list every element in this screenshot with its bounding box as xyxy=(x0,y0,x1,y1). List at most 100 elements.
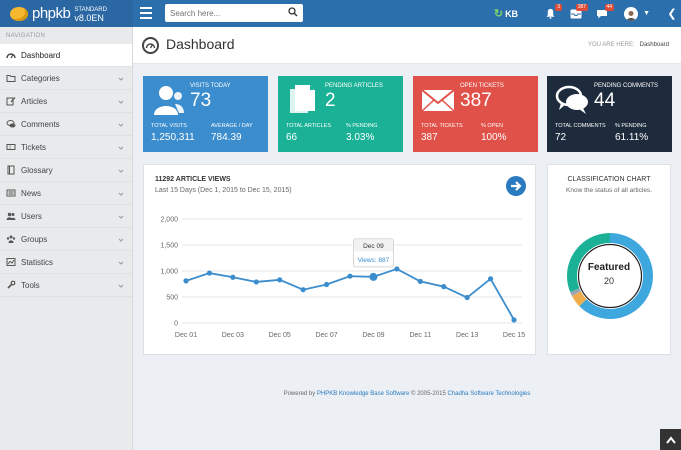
dashboard-icon xyxy=(6,50,16,60)
y-tick-label: 1,000 xyxy=(160,269,178,276)
chevron-down-icon xyxy=(118,282,124,288)
user-icon xyxy=(626,10,636,21)
chevron-down-icon xyxy=(118,190,124,196)
search-input[interactable] xyxy=(165,4,280,22)
sidebar-item-label: Groups xyxy=(21,234,48,244)
sidebar-item-statistics[interactable]: Statistics xyxy=(0,251,132,274)
kb-link[interactable]: ↻ KB xyxy=(494,7,518,20)
data-point[interactable] xyxy=(369,272,378,281)
open-tickets-card[interactable]: OPEN TICKETS 387 TOTAL TICKETS 387 % OPE… xyxy=(413,76,538,152)
users-icon xyxy=(154,86,184,115)
views-subtitle: Last 15 Days (Dec 1, 2015 to Dec 15, 201… xyxy=(155,187,292,194)
wrench-icon xyxy=(6,280,16,290)
chevron-down-icon xyxy=(118,144,124,150)
collapse-icon[interactable]: ❮ xyxy=(667,8,677,20)
sidebar-item-articles[interactable]: Articles xyxy=(0,90,132,113)
sidebar-item-label: Glossary xyxy=(21,165,53,175)
sidebar-item-label: News xyxy=(21,188,42,198)
breadcrumb-prefix: YOU ARE HERE: xyxy=(587,42,635,48)
brand-name: phpkb xyxy=(32,5,71,22)
notifications-badge: 3 xyxy=(555,4,563,11)
card-value: 73 xyxy=(190,90,212,111)
sidebar-item-users[interactable]: Users xyxy=(0,205,132,228)
scroll-to-top-button[interactable] xyxy=(660,429,681,450)
page-title: Dashboard xyxy=(166,36,235,52)
data-point[interactable] xyxy=(277,277,283,283)
data-point[interactable] xyxy=(394,266,400,272)
comments-icon xyxy=(555,85,588,114)
kb-label: KB xyxy=(505,8,519,19)
dashboard-icon xyxy=(142,37,159,54)
card-sub2-value: 61.11% xyxy=(615,132,649,143)
data-point[interactable] xyxy=(323,281,330,288)
y-tick-label: 0 xyxy=(174,321,178,328)
data-point[interactable] xyxy=(441,284,447,290)
card-sub2-value: 100% xyxy=(481,132,507,143)
data-point[interactable] xyxy=(347,273,353,279)
chevron-down-icon xyxy=(118,213,124,219)
card-sub1-label: TOTAL COMMENTS xyxy=(555,123,606,129)
sidebar-item-label: Dashboard xyxy=(21,50,61,60)
card-label: OPEN TICKETS xyxy=(460,83,504,89)
newspaper-icon xyxy=(6,188,16,198)
sidebar-item-dashboard[interactable]: Dashboard xyxy=(0,44,132,67)
chart-tooltip: Dec 09 Views: 887 xyxy=(353,238,394,268)
visits-card[interactable]: VISITS TODAY 73 TOTAL VISITS 1,250,311 A… xyxy=(143,76,268,152)
card-sub1-value: 1,250,311 xyxy=(151,132,195,143)
data-point[interactable] xyxy=(487,276,494,282)
documents-icon xyxy=(290,85,315,113)
statistics-icon xyxy=(6,257,16,267)
card-sub2-label: AVERAGE / DAY xyxy=(211,123,253,129)
envelope-icon xyxy=(421,89,455,112)
card-value: 387 xyxy=(460,90,492,111)
donut-segment[interactable] xyxy=(567,233,653,319)
logo-coin-icon xyxy=(10,6,28,21)
footer-link-phpkb[interactable]: PHPKB Knowledge Base Software xyxy=(316,391,410,397)
chevron-up-icon xyxy=(665,435,676,444)
data-point[interactable] xyxy=(230,274,236,280)
edition-label: STANDARD xyxy=(74,6,107,13)
chevron-down-icon xyxy=(118,121,124,127)
sidebar-item-glossary[interactable]: Glossary xyxy=(0,159,132,182)
footer: Powered by PHPKB Knowledge Base Software… xyxy=(133,391,681,397)
tooltip-value: Views: 887 xyxy=(358,257,390,264)
data-point[interactable] xyxy=(206,270,213,276)
data-point[interactable] xyxy=(300,287,306,293)
user-avatar[interactable] xyxy=(624,6,639,21)
sidebar-item-groups[interactable]: Groups xyxy=(0,228,132,251)
data-point[interactable] xyxy=(183,278,189,284)
data-point[interactable] xyxy=(417,278,423,284)
data-point[interactable] xyxy=(253,279,259,285)
search-icon[interactable] xyxy=(288,7,298,17)
x-tick-label: Dec 05 xyxy=(269,332,291,339)
sidebar-item-comments[interactable]: Comments xyxy=(0,113,132,136)
pending-articles-card[interactable]: PENDING ARTICLES 2 TOTAL ARTICLES 66 % P… xyxy=(278,76,403,152)
card-value: 2 xyxy=(325,90,336,111)
main-content: Dashboard YOU ARE HERE: Dashboard VISITS … xyxy=(133,27,681,450)
x-tick-label: Dec 07 xyxy=(315,332,337,339)
chevron-down-icon xyxy=(118,98,124,104)
menu-toggle-icon[interactable] xyxy=(140,7,152,19)
kb-icon: ↻ xyxy=(493,8,504,20)
chevron-down-icon xyxy=(118,75,124,81)
sidebar-item-label: Comments xyxy=(21,119,60,129)
footer-link-company[interactable]: Chadha Software Technologies xyxy=(447,391,531,397)
comments-button[interactable]: 44 xyxy=(592,0,615,27)
sidebar-item-label: Tickets xyxy=(21,142,47,152)
sidebar-item-tickets[interactable]: Tickets xyxy=(0,136,132,159)
user-menu-caret-icon[interactable]: ▼ xyxy=(643,10,650,17)
card-sub1-label: TOTAL TICKETS xyxy=(421,123,463,129)
sidebar-item-categories[interactable]: Categories xyxy=(0,67,132,90)
notifications-button[interactable]: 3 xyxy=(540,0,563,27)
data-point[interactable] xyxy=(464,294,470,301)
pending-comments-card[interactable]: PENDING COMMENTS 44 TOTAL COMMENTS 72 % … xyxy=(547,76,672,152)
sidebar-item-tools[interactable]: Tools xyxy=(0,274,132,297)
view-more-button[interactable] xyxy=(506,176,526,196)
card-sub1-value: 387 xyxy=(421,132,438,143)
chevron-down-icon xyxy=(118,167,124,173)
data-point[interactable] xyxy=(511,317,517,323)
articles-button[interactable]: 387 xyxy=(566,0,589,27)
app-logo[interactable]: phpkb STANDARD v8.0EN xyxy=(0,0,133,27)
sidebar-item-news[interactable]: News xyxy=(0,182,132,205)
breadcrumb-current[interactable]: Dashboard xyxy=(639,42,669,48)
